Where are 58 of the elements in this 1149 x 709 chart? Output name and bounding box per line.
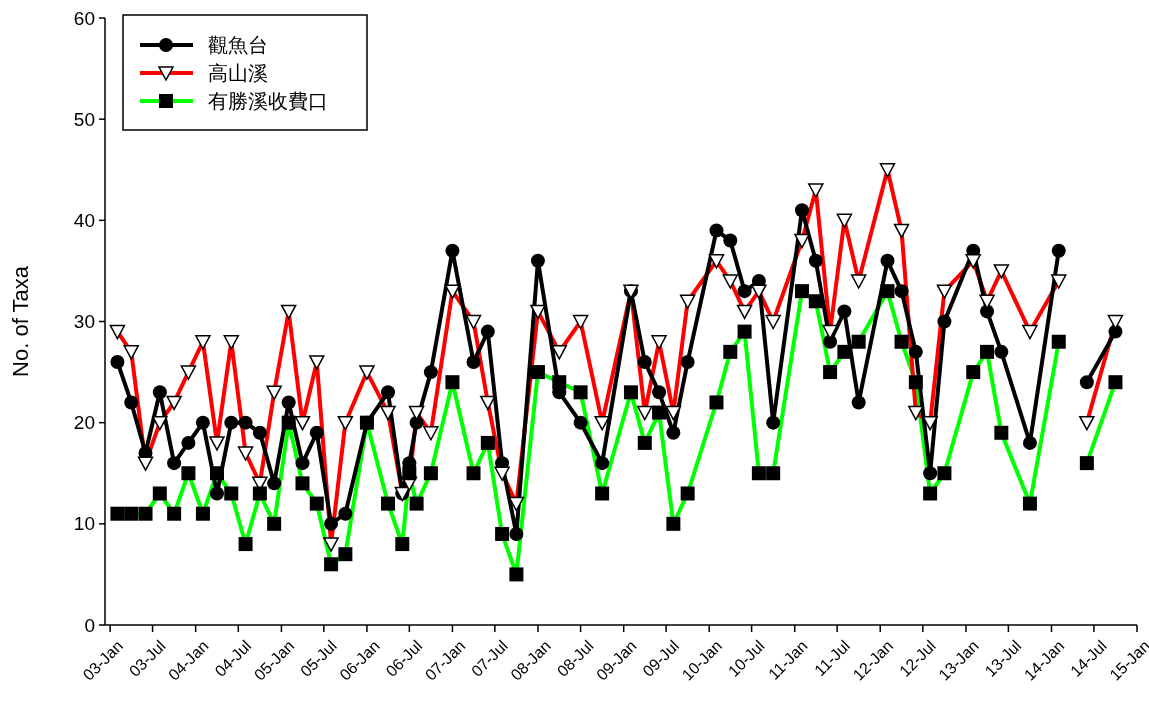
y-tick-label: 60 [73,7,95,29]
y-tick-label: 20 [73,412,95,434]
point [238,415,253,430]
point [1079,375,1094,390]
point [224,415,239,430]
point [152,385,167,400]
legend-label: 高山溪 [208,62,268,84]
point [209,486,224,501]
point [680,354,695,369]
y-tick-label: 50 [73,108,95,130]
point [737,284,752,299]
y-axis-title: No. of Taxa [8,265,33,377]
point [295,456,310,471]
point [837,304,852,319]
point [723,233,738,248]
point [709,223,724,238]
point [652,385,667,400]
point [808,253,823,268]
point [509,526,524,541]
point [309,425,324,440]
y-tick-label: 10 [73,513,95,535]
point [766,415,781,430]
point [1022,435,1037,450]
point [994,344,1009,359]
point [181,435,196,450]
y-tick-label: 0 [84,614,95,636]
point [480,324,495,339]
point [794,203,809,218]
point [195,415,210,430]
point [573,415,588,430]
point [880,253,895,268]
point [445,243,460,258]
y-tick-label: 30 [73,311,95,333]
point [124,395,139,410]
point [530,253,545,268]
point [666,425,681,440]
point [923,466,938,481]
point [324,516,339,531]
point [281,395,296,410]
legend-label: 觀魚台 [208,34,268,56]
point [937,314,952,329]
point [381,385,396,400]
point [167,456,182,471]
legend-label: 有勝溪收費口 [208,90,328,112]
point [894,284,909,299]
y-tick-label: 40 [73,209,95,231]
point [908,344,923,359]
point [267,476,282,491]
point [637,354,652,369]
point [595,456,610,471]
point [823,334,838,349]
point [252,425,267,440]
point [1051,243,1066,258]
point [851,395,866,410]
point [338,506,353,521]
point [466,354,481,369]
point [423,365,438,380]
point [110,354,125,369]
